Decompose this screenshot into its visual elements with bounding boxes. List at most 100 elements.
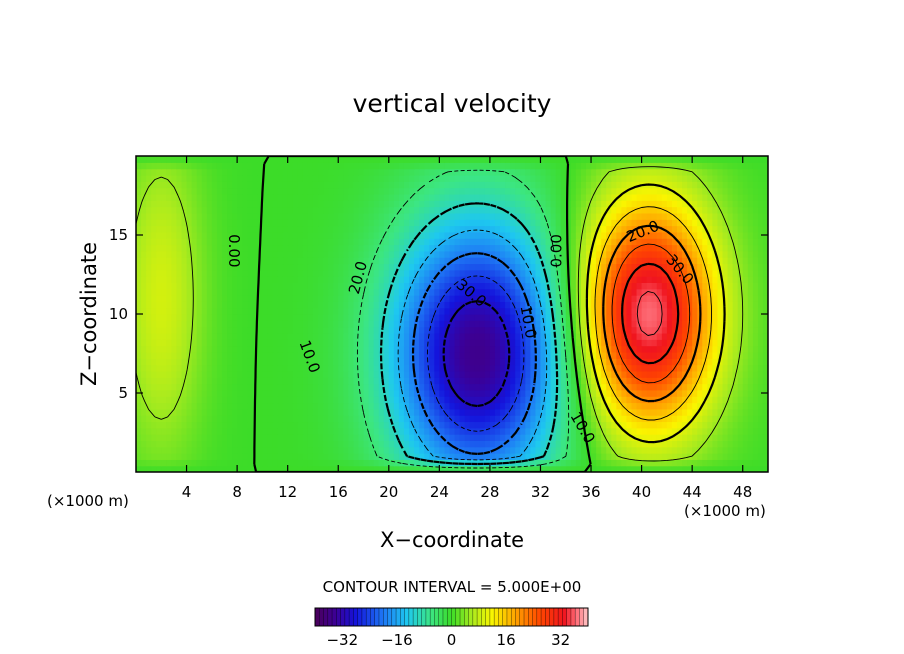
field-cell xyxy=(732,389,739,397)
field-cell xyxy=(297,358,304,366)
field-cell xyxy=(221,402,228,410)
field-cell xyxy=(272,358,279,366)
field-cell xyxy=(403,465,410,472)
field-cell xyxy=(136,339,142,347)
field-cell xyxy=(409,465,415,472)
field-cell xyxy=(166,225,172,233)
field-cell xyxy=(348,282,355,290)
field-cell xyxy=(216,427,223,435)
field-cell xyxy=(631,282,638,290)
field-cell xyxy=(323,389,329,397)
field-cell xyxy=(626,459,633,467)
field-cell xyxy=(737,408,744,416)
field-cell xyxy=(368,339,375,347)
field-cell xyxy=(752,332,759,340)
field-cell xyxy=(560,465,567,472)
field-cell xyxy=(494,231,501,239)
field-cell xyxy=(267,351,274,359)
field-cell xyxy=(262,238,269,246)
field-cell xyxy=(469,225,476,233)
field-cell xyxy=(403,377,410,385)
field-cell xyxy=(616,295,622,302)
field-cell xyxy=(409,377,415,385)
field-cell xyxy=(580,351,587,359)
field-cell xyxy=(136,276,142,283)
field-cell xyxy=(196,307,203,315)
field-cell xyxy=(585,225,592,233)
field-cell xyxy=(525,257,531,265)
field-cell xyxy=(712,364,719,372)
field-cell xyxy=(692,370,698,378)
field-cell xyxy=(479,219,486,227)
field-cell xyxy=(560,415,567,423)
field-cell xyxy=(631,465,638,472)
field-cell xyxy=(429,364,435,372)
field-cell xyxy=(560,250,567,258)
field-cell xyxy=(282,320,289,328)
field-cell xyxy=(469,364,476,372)
field-cell xyxy=(282,295,289,302)
field-cell xyxy=(712,238,719,246)
field-cell xyxy=(434,250,440,258)
field-cell xyxy=(611,434,617,441)
field-cell xyxy=(333,238,339,246)
field-cell xyxy=(727,225,734,233)
field-cell xyxy=(742,250,749,258)
field-cell xyxy=(580,396,587,404)
field-cell xyxy=(232,263,238,271)
field-cell xyxy=(565,314,572,321)
field-cell xyxy=(353,434,360,441)
field-cell xyxy=(166,421,172,429)
field-cell xyxy=(687,465,693,472)
field-cell xyxy=(328,301,334,309)
field-cell xyxy=(338,244,344,252)
field-cell xyxy=(692,459,698,467)
field-cell xyxy=(500,269,506,277)
field-cell xyxy=(171,307,178,315)
field-cell xyxy=(697,351,703,359)
field-cell xyxy=(191,459,198,467)
field-cell xyxy=(398,244,405,252)
field-cell xyxy=(444,434,451,441)
field-cell xyxy=(257,370,263,378)
field-cell xyxy=(742,307,749,315)
field-cell xyxy=(621,301,628,309)
field-cell xyxy=(388,453,395,460)
field-cell xyxy=(717,339,724,347)
field-cell xyxy=(500,282,506,290)
field-cell xyxy=(454,427,461,435)
field-cell xyxy=(388,307,395,315)
field-cell xyxy=(727,377,734,385)
field-cell xyxy=(247,459,253,467)
field-cell xyxy=(606,301,612,309)
field-cell xyxy=(227,314,233,321)
field-cell xyxy=(151,389,157,397)
field-cell xyxy=(398,364,405,372)
field-cell xyxy=(494,370,501,378)
field-cell xyxy=(585,351,592,359)
field-cell xyxy=(601,238,607,246)
field-cell xyxy=(661,440,668,448)
field-cell xyxy=(216,396,223,404)
field-cell xyxy=(520,465,526,472)
field-cell xyxy=(596,307,602,315)
field-cell xyxy=(596,421,602,429)
field-cell xyxy=(368,295,375,302)
field-cell xyxy=(398,269,405,277)
field-cell xyxy=(550,402,557,410)
field-cell xyxy=(616,257,622,265)
field-cell xyxy=(626,326,633,334)
field-cell xyxy=(570,415,577,423)
field-cell xyxy=(707,295,713,302)
field-cell xyxy=(191,244,198,252)
field-cell xyxy=(297,440,304,448)
field-cell xyxy=(742,459,749,467)
field-cell xyxy=(312,282,319,290)
field-cell xyxy=(707,377,713,385)
field-cell xyxy=(611,276,617,283)
field-cell xyxy=(171,238,178,246)
field-cell xyxy=(489,263,496,271)
field-cell xyxy=(687,396,693,404)
field-cell xyxy=(323,307,329,315)
field-cell xyxy=(494,408,501,416)
